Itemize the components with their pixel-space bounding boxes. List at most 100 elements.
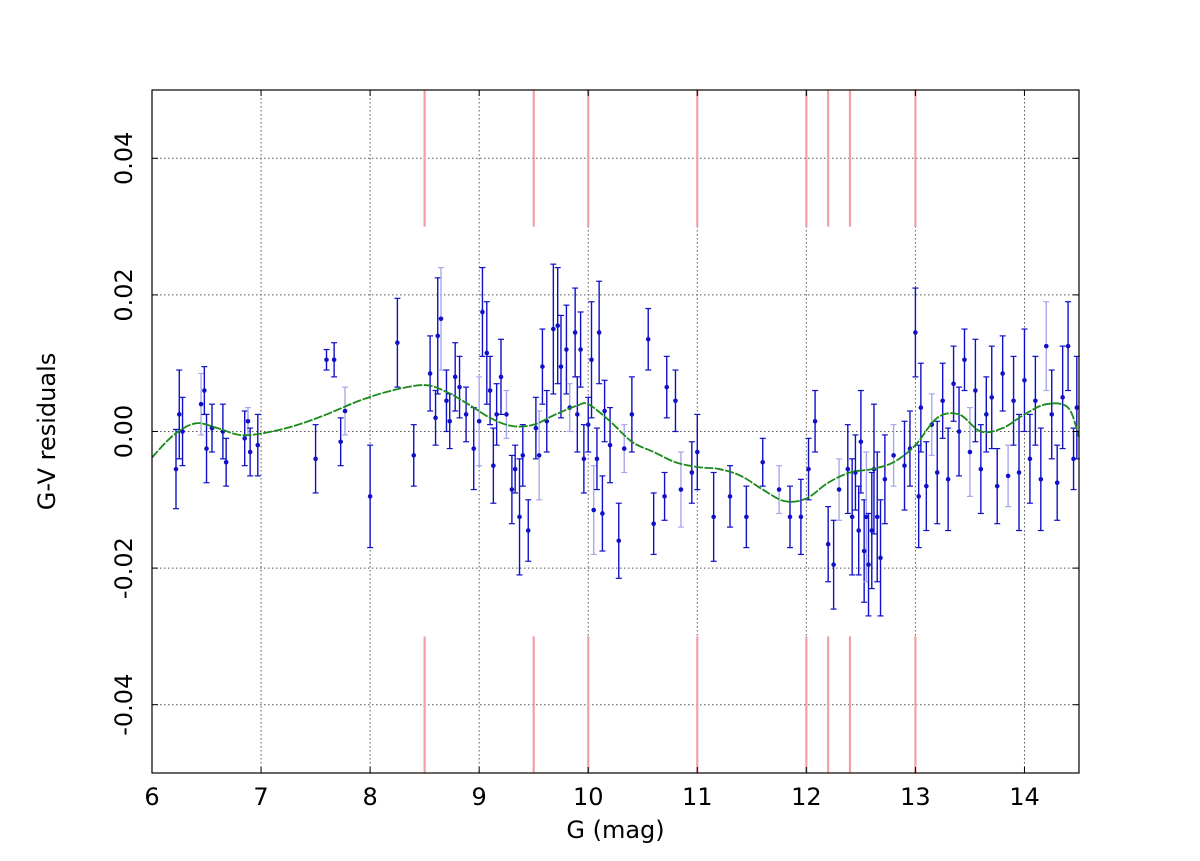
data-point-120 xyxy=(994,483,1000,489)
y-tick-label-0: -0.04 xyxy=(110,674,138,736)
data-point-36 xyxy=(494,412,499,417)
data-point-77 xyxy=(727,494,733,499)
data-point-124 xyxy=(1016,470,1022,475)
data-point-11 xyxy=(247,449,253,455)
data-point-60 xyxy=(594,456,600,462)
data-point-95 xyxy=(866,562,871,567)
reference-lines xyxy=(423,90,917,773)
data-point-17 xyxy=(342,408,348,414)
data-point-74 xyxy=(689,470,695,475)
data-point-71 xyxy=(664,384,670,390)
data-point-99 xyxy=(878,555,883,561)
data-point-53 xyxy=(572,330,578,335)
data-point-84 xyxy=(812,418,818,424)
data-point-15 xyxy=(331,357,337,363)
data-point-93 xyxy=(861,548,867,554)
data-point-91 xyxy=(856,528,862,533)
data-point-80 xyxy=(776,487,782,492)
y-axis-label: G-V residuals xyxy=(33,353,61,511)
data-point-89 xyxy=(849,514,855,520)
data-point-30 xyxy=(471,446,477,451)
data-point-45 xyxy=(536,453,542,458)
data-point-98 xyxy=(874,514,880,520)
data-point-66 xyxy=(621,446,627,451)
data-point-55 xyxy=(578,347,583,352)
data-point-118 xyxy=(984,412,989,417)
data-point-134 xyxy=(1071,456,1076,462)
data-point-100 xyxy=(882,477,888,482)
data-point-20 xyxy=(411,453,417,458)
data-point-63 xyxy=(602,408,607,414)
data-point-24 xyxy=(438,316,444,322)
data-point-56 xyxy=(581,456,587,462)
data-point-117 xyxy=(978,466,984,472)
data-point-83 xyxy=(806,466,811,472)
data-point-34 xyxy=(487,388,493,393)
data-point-48 xyxy=(551,326,556,332)
data-point-8 xyxy=(223,459,229,465)
x-tick-label-1: 7 xyxy=(253,783,268,811)
data-point-112 xyxy=(951,381,956,386)
data-point-96 xyxy=(869,528,875,533)
data-point-111 xyxy=(945,477,951,482)
data-point-28 xyxy=(457,384,462,390)
x-tick-label-6: 12 xyxy=(791,783,822,811)
data-point-54 xyxy=(575,412,580,417)
data-point-76 xyxy=(711,514,716,520)
data-point-67 xyxy=(629,412,635,417)
data-point-126 xyxy=(1027,456,1033,462)
data-point-58 xyxy=(589,357,594,363)
data-point-43 xyxy=(525,528,531,533)
data-point-102 xyxy=(902,463,907,468)
fit-curve xyxy=(151,384,1080,503)
x-tick-label-4: 10 xyxy=(573,783,604,811)
data-point-94 xyxy=(864,514,869,520)
axis-ticks: 6 7 8 9 10 11 12 13 14 -0.04 -0.02 0.00 0.02 0.04 xyxy=(110,90,1079,811)
data-point-104 xyxy=(913,330,918,335)
data-point-79 xyxy=(760,459,766,465)
data-point-133 xyxy=(1065,343,1071,349)
data-point-14 xyxy=(324,357,329,363)
data-point-31 xyxy=(476,418,482,424)
data-point-26 xyxy=(447,418,453,424)
data-point-65 xyxy=(616,538,622,544)
x-tick-label-8: 14 xyxy=(1009,783,1040,811)
y-tick-label-1: -0.02 xyxy=(110,537,138,599)
data-point-135 xyxy=(1074,405,1080,410)
x-tick-label-5: 11 xyxy=(682,783,713,811)
data-point-86 xyxy=(831,562,836,567)
data-point-101 xyxy=(891,453,896,458)
data-point-41 xyxy=(517,514,522,520)
data-point-125 xyxy=(1022,377,1027,383)
data-point-87 xyxy=(836,487,842,492)
data-point-3 xyxy=(198,401,204,407)
data-point-123 xyxy=(1011,398,1016,404)
data-point-61 xyxy=(596,330,602,335)
data-point-12 xyxy=(255,442,261,448)
data-point-49 xyxy=(555,323,560,328)
data-point-128 xyxy=(1038,477,1044,482)
data-point-115 xyxy=(967,449,973,455)
data-point-82 xyxy=(798,514,804,520)
data-point-22 xyxy=(433,415,438,421)
y-tick-label-4: 0.04 xyxy=(110,132,138,185)
y-tick-label-2: 0.00 xyxy=(110,405,138,458)
data-point-85 xyxy=(825,541,831,547)
x-tick-label-0: 6 xyxy=(144,783,159,811)
data-point-68 xyxy=(645,336,651,342)
data-point-107 xyxy=(924,483,929,489)
data-point-50 xyxy=(558,364,564,369)
data-point-33 xyxy=(484,350,490,356)
data-point-122 xyxy=(1005,473,1011,479)
data-point-131 xyxy=(1054,480,1060,486)
data-point-127 xyxy=(1033,398,1038,404)
data-point-116 xyxy=(973,388,978,393)
x-tick-label-3: 9 xyxy=(472,783,487,811)
x-tick-label-2: 8 xyxy=(362,783,377,811)
data-point-9 xyxy=(242,436,247,441)
data-point-4 xyxy=(202,388,207,393)
data-point-23 xyxy=(435,333,441,339)
data-point-88 xyxy=(845,466,851,472)
